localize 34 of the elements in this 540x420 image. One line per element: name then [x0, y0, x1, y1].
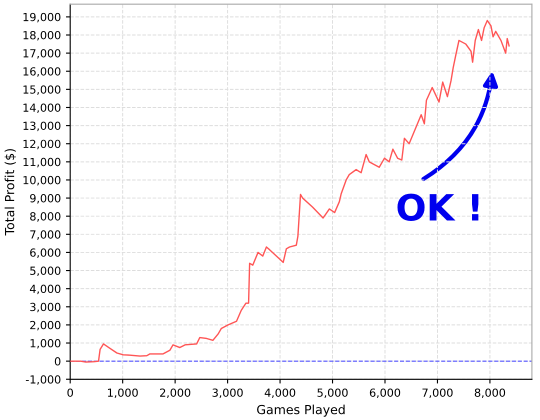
y-tick-label: 13,000 [24, 122, 60, 132]
y-tick-label: 2,000 [30, 320, 60, 330]
x-tick-label: 8,000 [474, 388, 506, 398]
y-tick-label: 7,000 [30, 230, 60, 240]
y-tick-label: -1,000 [26, 375, 60, 385]
x-axis-title: Games Played [257, 404, 345, 417]
x-tick-label: 6,000 [370, 388, 400, 398]
y-tick-label: 3,000 [30, 302, 60, 312]
y-tick-label: 10,000 [24, 176, 60, 186]
line-series [70, 20, 510, 363]
y-tick-label: 11,000 [24, 158, 60, 168]
y-tick-label: 6,000 [30, 248, 60, 258]
x-tick-label: 4,000 [264, 388, 296, 398]
y-tick-label: 8,000 [30, 212, 60, 222]
y-tick-label: 14,000 [24, 103, 60, 113]
y-axis-title: Total Profit ($) [4, 149, 16, 236]
y-tick-label: 16,000 [24, 67, 60, 77]
y-tick-label: 18,000 [24, 30, 60, 41]
y-tick-label: 19,000 [24, 12, 60, 22]
annotation: OK ! [398, 194, 478, 221]
x-tick-label: 3,000 [212, 388, 243, 398]
y-tick-label: 4,000 [30, 284, 60, 294]
y-tick-label: 0 [54, 357, 60, 366]
x-tick-label: 0 [67, 388, 73, 397]
x-tick-label: 2,000 [160, 388, 190, 398]
y-tick-label: 9,000 [30, 194, 60, 204]
y-tick-label: 12,000 [24, 140, 60, 150]
y-tick-label: 1,000 [30, 338, 60, 349]
x-tick-label: 1,000 [108, 388, 138, 398]
y-tick-label: 5,000 [30, 266, 60, 276]
x-tick-label: 7,000 [422, 388, 453, 398]
y-tick-label: 17,000 [24, 49, 60, 59]
x-tick-label: 5,000 [317, 388, 348, 398]
y-tick-label: 15,000 [24, 85, 60, 95]
